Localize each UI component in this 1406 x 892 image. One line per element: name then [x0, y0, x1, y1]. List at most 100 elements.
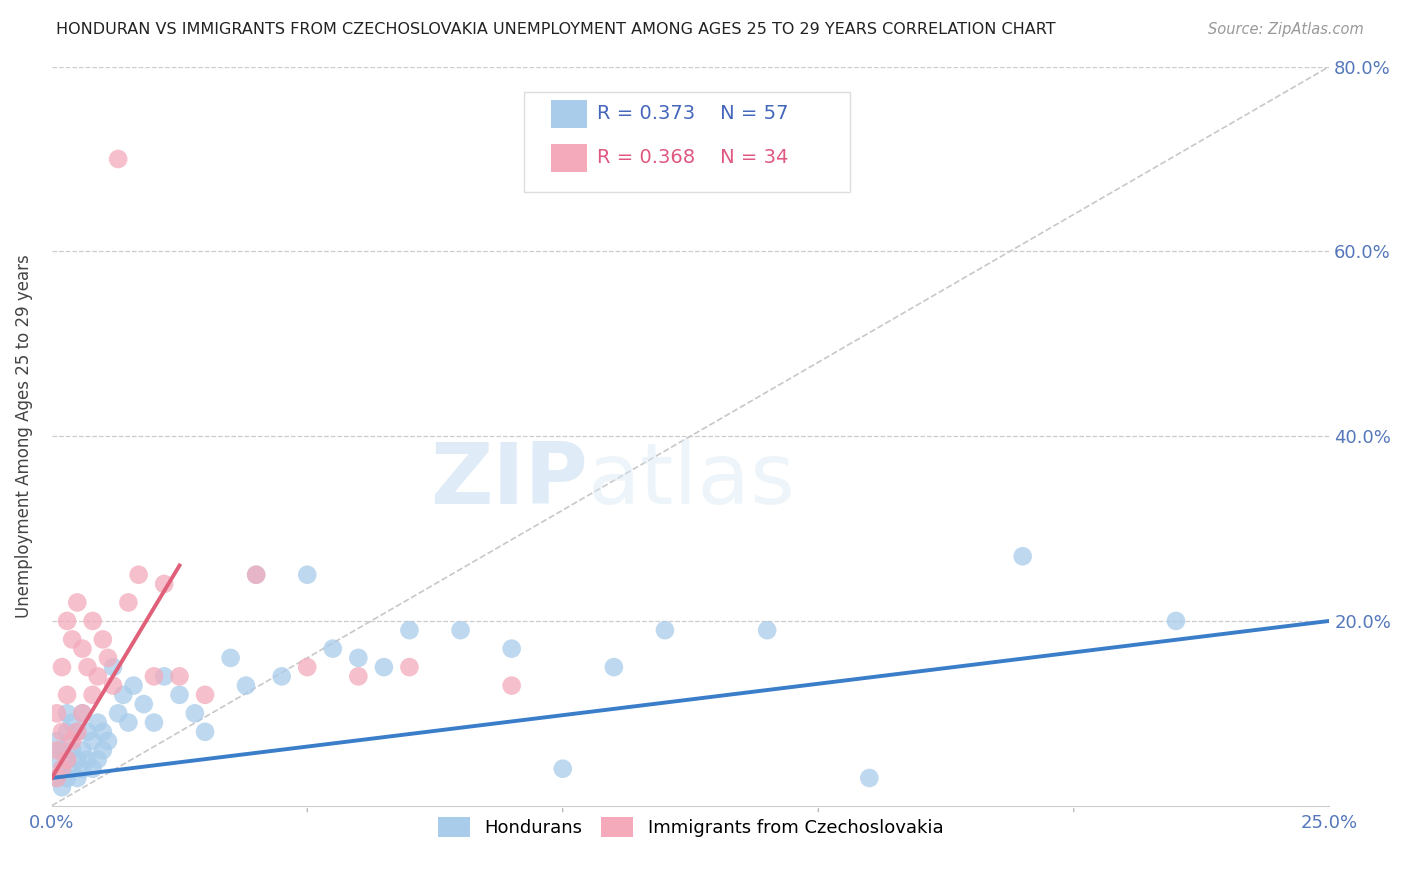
Point: [45, 734, 67, 748]
Point: [194, 724, 217, 739]
Point: [107, 152, 129, 166]
Point: [56, 688, 79, 702]
Point: [82, 762, 104, 776]
Point: [450, 623, 472, 637]
Point: [60, 743, 83, 757]
Text: Source: ZipAtlas.com: Source: ZipAtlas.com: [1208, 22, 1364, 37]
Point: [1164, 614, 1187, 628]
Point: [91, 632, 114, 647]
Point: [72, 706, 94, 721]
Point: [132, 697, 155, 711]
Point: [97, 651, 120, 665]
Point: [235, 679, 257, 693]
FancyBboxPatch shape: [551, 100, 588, 128]
Point: [56, 752, 79, 766]
Point: [858, 771, 880, 785]
Point: [82, 688, 104, 702]
Point: [142, 669, 165, 683]
Point: [66, 771, 89, 785]
Point: [60, 632, 83, 647]
Text: R = 0.373    N = 57: R = 0.373 N = 57: [598, 103, 789, 123]
Point: [501, 679, 523, 693]
Point: [45, 752, 67, 766]
Point: [76, 724, 98, 739]
Point: [1011, 549, 1033, 564]
Point: [45, 771, 67, 785]
Point: [194, 688, 217, 702]
Point: [270, 669, 292, 683]
Point: [45, 743, 67, 757]
Point: [107, 706, 129, 721]
Text: HONDURAN VS IMMIGRANTS FROM CZECHOSLOVAKIA UNEMPLOYMENT AMONG AGES 25 TO 29 YEAR: HONDURAN VS IMMIGRANTS FROM CZECHOSLOVAK…: [56, 22, 1056, 37]
FancyBboxPatch shape: [551, 145, 588, 172]
Point: [72, 762, 94, 776]
Point: [322, 641, 344, 656]
Point: [60, 734, 83, 748]
Point: [112, 688, 135, 702]
Text: R = 0.368    N = 34: R = 0.368 N = 34: [598, 148, 789, 167]
Point: [56, 706, 79, 721]
Point: [51, 762, 73, 776]
Point: [128, 567, 150, 582]
Point: [347, 651, 370, 665]
Point: [51, 660, 73, 674]
FancyBboxPatch shape: [524, 93, 851, 193]
Point: [87, 669, 110, 683]
Point: [153, 577, 176, 591]
Point: [82, 614, 104, 628]
Point: [117, 595, 139, 609]
Point: [654, 623, 676, 637]
Point: [245, 567, 267, 582]
Y-axis label: Unemployment Among Ages 25 to 29 years: Unemployment Among Ages 25 to 29 years: [15, 254, 32, 618]
Point: [297, 567, 319, 582]
Point: [56, 771, 79, 785]
Point: [184, 706, 207, 721]
Point: [51, 743, 73, 757]
Point: [45, 771, 67, 785]
Point: [117, 715, 139, 730]
Point: [398, 623, 420, 637]
Point: [153, 669, 176, 683]
Point: [56, 752, 79, 766]
Point: [101, 679, 124, 693]
Point: [60, 762, 83, 776]
Point: [72, 743, 94, 757]
Point: [51, 780, 73, 795]
Point: [87, 752, 110, 766]
Point: [347, 669, 370, 683]
Point: [66, 595, 89, 609]
Point: [56, 614, 79, 628]
Point: [87, 715, 110, 730]
Point: [66, 724, 89, 739]
Text: atlas: atlas: [588, 439, 796, 522]
Point: [76, 752, 98, 766]
Point: [66, 752, 89, 766]
Point: [603, 660, 626, 674]
Point: [122, 679, 145, 693]
Point: [97, 734, 120, 748]
Legend: Hondurans, Immigrants from Czechoslovakia: Hondurans, Immigrants from Czechoslovaki…: [430, 809, 950, 845]
Point: [51, 724, 73, 739]
Point: [398, 660, 420, 674]
Point: [56, 724, 79, 739]
Point: [82, 734, 104, 748]
Point: [297, 660, 319, 674]
Point: [756, 623, 779, 637]
Point: [72, 706, 94, 721]
Text: ZIP: ZIP: [430, 439, 588, 522]
Point: [169, 688, 191, 702]
Point: [501, 641, 523, 656]
Point: [45, 706, 67, 721]
Point: [169, 669, 191, 683]
Point: [72, 641, 94, 656]
Point: [245, 567, 267, 582]
Point: [51, 762, 73, 776]
Point: [91, 724, 114, 739]
Point: [76, 660, 98, 674]
Point: [219, 651, 242, 665]
Point: [60, 715, 83, 730]
Point: [551, 762, 574, 776]
Point: [101, 660, 124, 674]
Point: [66, 724, 89, 739]
Point: [91, 743, 114, 757]
